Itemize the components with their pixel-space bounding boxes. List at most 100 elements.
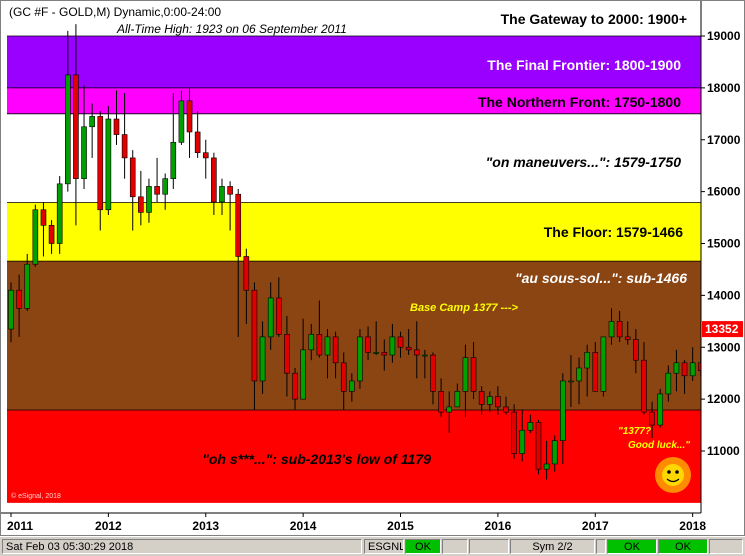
candle-body [48, 225, 55, 244]
candle-body [292, 372, 298, 400]
candlesticks [8, 24, 744, 480]
status-empty-3 [596, 539, 606, 554]
candle-body [349, 380, 355, 392]
candle-body [624, 336, 631, 340]
zone-labels: The Gateway to 2000: 1900+ The Final Fron… [202, 11, 687, 467]
last-price-label: 13352 [705, 322, 739, 336]
status-ok-1: OK [405, 539, 441, 554]
candle-body [73, 74, 79, 179]
candle-body [689, 362, 696, 377]
candle-body [389, 336, 396, 356]
zone-label-2: The Final Frontier: 1800-1900 [487, 57, 681, 73]
status-datetime: Sat Feb 03 05:30:29 2018 [2, 539, 362, 554]
x-tick-label: 2016 [485, 519, 512, 533]
price-zone-2 [7, 36, 701, 88]
candle-body [373, 352, 379, 354]
x-tick-label: 2015 [387, 519, 414, 533]
candle-body [243, 256, 250, 291]
zone-label-6: "au sous-sol...": sub-1466 [515, 270, 687, 286]
candle-body [170, 142, 177, 179]
candle-body [178, 100, 185, 143]
candle-body [641, 359, 647, 413]
time-axis-bg [1, 513, 744, 535]
candle-body [16, 289, 22, 309]
status-symbol-count: Sym 2/2 [510, 539, 595, 554]
price-zone-7 [7, 410, 701, 503]
zone-label-1: The Gateway to 2000: 1900+ [501, 11, 687, 27]
candle-body [154, 186, 160, 195]
candle-body [32, 209, 39, 265]
candle-body [267, 297, 274, 338]
candle-body [81, 126, 87, 179]
candle-body [413, 349, 420, 356]
candle-body [568, 380, 574, 383]
y-tick-label: 14000 [707, 288, 741, 302]
candle-body [422, 354, 428, 357]
all-time-high-label: All-Time High: 1923 on 06 September 2011 [116, 22, 347, 36]
candle-body [503, 406, 509, 413]
candle-body [511, 411, 517, 454]
candle-body [340, 362, 347, 392]
y-tick-label: 11000 [707, 444, 740, 458]
candle-body [40, 209, 47, 226]
gold-monthly-chart[interactable]: The Gateway to 2000: 1900+ The Final Fron… [1, 1, 744, 535]
x-tick-label: 2011 [7, 519, 33, 533]
y-tick-label: 18000 [707, 81, 741, 95]
y-tick-label: 13000 [707, 340, 741, 354]
candle-body [202, 152, 209, 159]
candle-body [673, 362, 680, 374]
candle-body [454, 391, 461, 408]
candle-body [486, 396, 493, 405]
esignal-watermark: © eSignal, 2018 [11, 492, 61, 500]
candle-body [235, 193, 242, 257]
candle-body [129, 157, 136, 198]
status-ok-3: OK [658, 539, 708, 554]
mascot-mouth [666, 478, 680, 483]
candle-body [470, 357, 477, 392]
candle-body [446, 406, 453, 413]
candle-body [65, 74, 71, 185]
candle-body [97, 116, 104, 211]
candle-body [560, 380, 566, 441]
candle-body [113, 118, 120, 135]
candle-body [381, 352, 388, 356]
x-tick-label: 2012 [95, 519, 122, 533]
price-axis-bg [701, 1, 744, 535]
candle-body [600, 336, 607, 392]
candle-body [324, 336, 331, 356]
mascot-eye-left [667, 470, 671, 474]
zone-label-7: "oh s***...": sub-2013's low of 1179 [202, 451, 431, 467]
candle-body [275, 297, 282, 335]
candle-body [357, 336, 363, 382]
candle-body [316, 333, 323, 356]
candle-body [300, 349, 306, 400]
x-tick-label: 2018 [679, 519, 706, 533]
last-price-tag [702, 321, 743, 338]
zone-label-3: The Northern Front: 1750-1800 [478, 94, 681, 110]
price-zones [7, 5, 701, 503]
candle-body [649, 411, 655, 426]
y-tick-label: 12000 [707, 392, 741, 406]
chart-annotations: (GC #F - GOLD,M) Dynamic,0:00-24:00 All-T… [9, 5, 691, 500]
candle-body [251, 289, 258, 382]
annotation-line-2: Good luck..." [628, 440, 690, 451]
candle-body [438, 391, 444, 413]
candle-body [89, 116, 95, 128]
price-axis: 19000 18000 17000 16000 15000 14000 13000 12000… [700, 1, 744, 535]
base-camp-annotation: Base Camp 1377 ---> [410, 302, 518, 314]
fireball-mascot-icon [655, 457, 691, 493]
candle-body [430, 354, 436, 392]
candle-body [56, 183, 63, 244]
candle-body [24, 263, 31, 309]
candle-body [527, 422, 534, 431]
x-tick-label: 2017 [582, 519, 609, 533]
candle-body [211, 157, 217, 203]
y-tick-label: 17000 [707, 133, 741, 147]
status-bar: Sat Feb 03 05:30:29 2018 ESGNL: OK Sym 2… [0, 536, 745, 556]
x-tick-label: 2013 [192, 519, 219, 533]
zone-label-4: "on maneuvers...": 1579-1750 [486, 154, 682, 170]
candle-body [146, 186, 152, 213]
candle-body [519, 429, 526, 454]
candle-body [162, 178, 168, 195]
candle-body [186, 100, 193, 133]
